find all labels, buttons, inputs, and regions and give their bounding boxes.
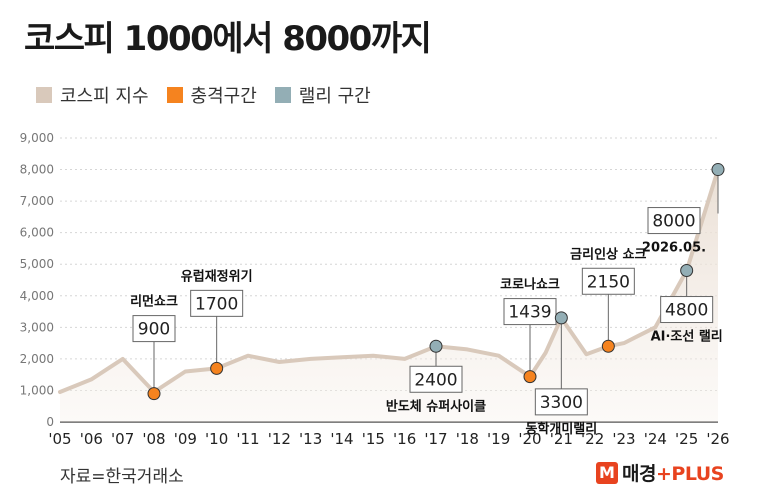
source-note: 자료=한국거래소 xyxy=(60,467,184,487)
rally-marker xyxy=(554,311,568,325)
page-title: 코스피 1000에서 8000까지 xyxy=(24,19,432,59)
event-label: 2026.05. xyxy=(642,241,706,256)
x-tick-label: '15 xyxy=(362,430,385,448)
x-tick-label: '07 xyxy=(111,430,134,448)
value-callout-box xyxy=(503,298,557,326)
event-label: 금리인상 쇼크 xyxy=(570,246,646,262)
legend-label-rally: 랠리 구간 xyxy=(298,86,371,107)
x-tick-label: '16 xyxy=(393,430,416,448)
x-tick-label: '19 xyxy=(487,430,510,448)
legend-item-shock: 충격구간 xyxy=(166,82,257,108)
legend-swatch-shock xyxy=(166,87,183,103)
legend-swatch-rally xyxy=(274,87,291,103)
x-tick-label: '10 xyxy=(205,430,228,448)
value-callout-box xyxy=(132,315,176,343)
value-callout-label: 4800 xyxy=(665,301,708,321)
x-tick-label: '26 xyxy=(706,430,729,448)
series-area xyxy=(60,169,718,422)
event-label: AI·조선 랠리 xyxy=(651,329,723,345)
value-callout-label: 1439 xyxy=(508,303,551,323)
legend-swatch-kospi xyxy=(36,87,52,103)
y-tick-label: 5,000 xyxy=(20,257,54,271)
legend-item-rally: 랠리 구간 xyxy=(274,82,371,108)
brand-logo-mark: M xyxy=(596,461,618,484)
legend: 코스피 지수 충격구간 랠리 구간 xyxy=(36,82,371,108)
shock-marker xyxy=(523,370,537,384)
value-callout-label: 2400 xyxy=(414,370,457,390)
y-tick-label: 7,000 xyxy=(20,194,54,208)
x-tick-label: '21 xyxy=(550,430,573,448)
value-callout-label: 900 xyxy=(138,320,170,340)
x-tick-label: '05 xyxy=(48,430,71,448)
y-tick-label: 1,000 xyxy=(20,383,54,397)
brand-plus-text: +PLUS xyxy=(655,463,724,485)
legend-label-kospi: 코스피 지수 xyxy=(60,86,149,107)
shock-marker xyxy=(147,387,161,401)
rally-marker xyxy=(429,339,443,353)
y-tick-label: 8,000 xyxy=(20,163,54,177)
legend-item-kospi: 코스피 지수 xyxy=(36,82,149,108)
brand-name-text: 매경 xyxy=(622,463,656,485)
x-tick-label: '23 xyxy=(612,430,635,448)
event-label: 코로나쇼크 xyxy=(500,277,560,293)
shock-marker xyxy=(210,361,224,375)
x-tick-label: '12 xyxy=(268,430,291,448)
brand-logo-name: 매경+PLUS xyxy=(622,459,724,486)
legend-label-shock: 충격구간 xyxy=(190,86,257,107)
value-callout-box xyxy=(190,289,244,317)
event-label: 동학개미랠리 xyxy=(525,421,597,437)
y-tick-label: 3,000 xyxy=(20,320,54,334)
x-tick-label: '18 xyxy=(456,430,479,448)
value-callout-box xyxy=(534,388,588,416)
x-tick-label: '11 xyxy=(236,430,259,448)
event-label: 리먼쇼크 xyxy=(130,294,178,310)
x-tick-label: '24 xyxy=(644,430,667,448)
x-tick-label: '08 xyxy=(142,430,165,448)
x-tick-label: '09 xyxy=(174,430,197,448)
shock-marker xyxy=(601,339,615,353)
value-callout-box xyxy=(660,296,714,324)
value-callout-box xyxy=(647,207,701,235)
x-tick-label: '22 xyxy=(581,430,604,448)
value-callout-box xyxy=(581,267,635,295)
y-tick-label: 6,000 xyxy=(20,226,54,240)
y-tick-label: 4,000 xyxy=(20,289,54,303)
rally-marker xyxy=(680,264,694,278)
x-tick-label: '06 xyxy=(80,430,103,448)
value-callout-label: 1700 xyxy=(195,294,238,314)
y-tick-label: 0 xyxy=(46,415,54,429)
x-tick-label: '17 xyxy=(424,430,447,448)
x-tick-label: '13 xyxy=(299,430,322,448)
value-callout-box xyxy=(409,365,463,393)
value-callout-label: 3300 xyxy=(540,393,583,413)
x-tick-label: '14 xyxy=(330,430,353,448)
x-tick-label: '25 xyxy=(675,430,698,448)
x-tick-label: '20 xyxy=(518,430,541,448)
value-callout-label: 8000 xyxy=(652,212,695,232)
event-label: 유럽재정위기 xyxy=(181,268,253,284)
y-tick-label: 2,000 xyxy=(20,352,54,366)
y-tick-label: 9,000 xyxy=(20,131,54,145)
rally-marker xyxy=(711,163,725,177)
brand-logo: M 매경+PLUS xyxy=(596,459,724,486)
value-callout-label: 2150 xyxy=(587,272,630,292)
event-label: 반도체 슈퍼사이클 xyxy=(386,398,486,414)
